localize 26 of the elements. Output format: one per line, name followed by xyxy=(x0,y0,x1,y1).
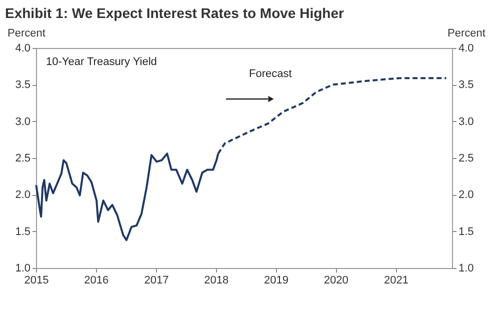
x-tick-label: 2017 xyxy=(144,274,169,286)
chart-title: Exhibit 1: We Expect Interest Rates to Move Higher xyxy=(5,5,344,21)
x-tick-label: 2019 xyxy=(264,274,288,286)
y2-tick-label: 3.0 xyxy=(458,116,474,128)
x-tick-label: 2018 xyxy=(204,274,229,286)
x-tick-label: 2020 xyxy=(324,274,348,286)
y-tick-label: 4.0 xyxy=(15,42,30,54)
y2-tick-label: 1.0 xyxy=(458,262,474,274)
y-axis-title: Percent xyxy=(8,28,46,40)
y2-axis-title: Percent xyxy=(448,28,486,40)
x-tick-label: 2015 xyxy=(24,274,49,286)
text: 10-Year Treasury Yield xyxy=(46,56,157,68)
annotation: Forecast xyxy=(249,68,292,80)
y2-tick-label: 2.5 xyxy=(458,152,474,164)
x-tick-label: 2021 xyxy=(384,274,408,286)
y-tick-label: 2.0 xyxy=(15,189,30,202)
y-tick-label: 1.0 xyxy=(15,262,30,274)
y2-tick-label: 4.0 xyxy=(458,42,474,54)
y-tick-label: 3.5 xyxy=(15,79,30,92)
y2-tick-label: 3.5 xyxy=(458,79,474,92)
y-tick-label: 1.5 xyxy=(15,226,30,238)
y2-tick-label: 1.5 xyxy=(458,226,474,238)
y-tick-label: 3.0 xyxy=(15,116,30,128)
x-tick-label: 2016 xyxy=(84,274,109,286)
y-tick-label: 2.5 xyxy=(15,152,30,164)
y2-tick-label: 2.0 xyxy=(458,189,474,202)
